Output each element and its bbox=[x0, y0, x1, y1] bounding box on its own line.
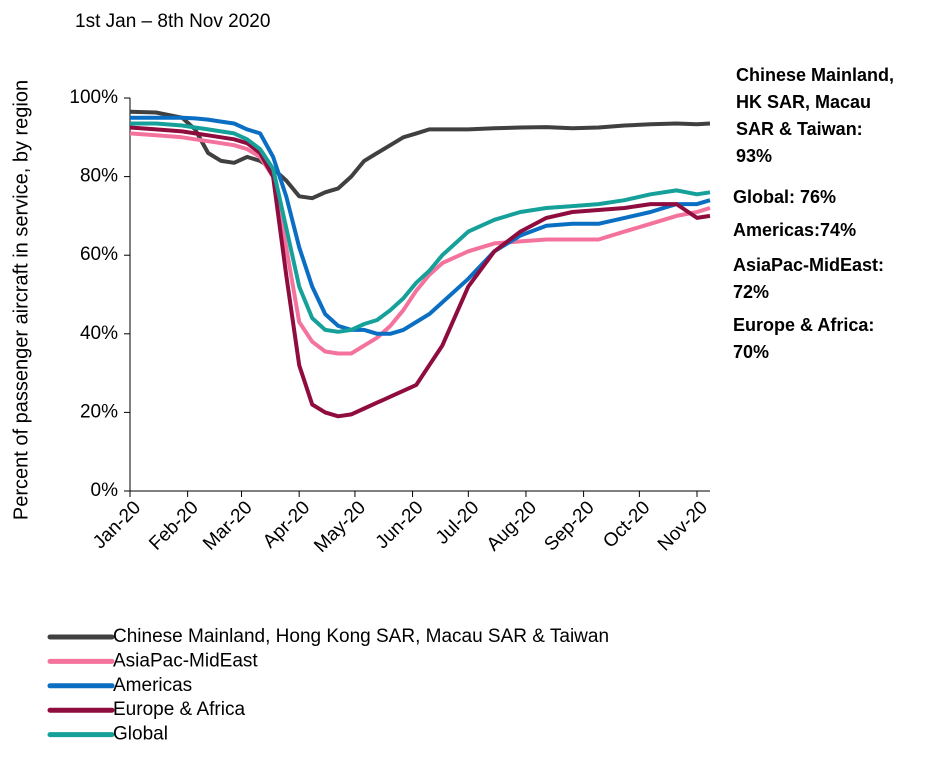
annotation: AsiaPac-MidEast: bbox=[733, 255, 884, 275]
legend-label: AsiaPac-MidEast bbox=[113, 650, 258, 671]
x-tick-label: Nov-20 bbox=[654, 497, 712, 555]
x-tick-label: Jun-20 bbox=[372, 497, 428, 553]
x-tick-label: May-20 bbox=[310, 497, 370, 557]
annotation: Chinese Mainland, bbox=[736, 65, 894, 85]
series-line bbox=[130, 115, 711, 336]
legend-label: Global bbox=[113, 724, 168, 745]
x-tick-label: Sep-20 bbox=[540, 497, 598, 555]
legend-label: Americas bbox=[113, 675, 192, 696]
annotation: 70% bbox=[733, 342, 769, 362]
series-line bbox=[130, 121, 711, 334]
annotation: Global: 76% bbox=[733, 187, 836, 207]
legend-label: Europe & Africa bbox=[113, 699, 245, 720]
y-tick-label: 0% bbox=[91, 480, 119, 501]
legend-label: Chinese Mainland, Hong Kong SAR, Macau S… bbox=[113, 626, 609, 647]
x-tick-label: Feb-20 bbox=[145, 497, 202, 554]
annotation: HK SAR, Macau bbox=[736, 92, 871, 112]
y-axis-label: Percent of passenger aircraft in service… bbox=[10, 80, 32, 520]
y-tick-label: 20% bbox=[80, 401, 118, 422]
y-tick-label: 40% bbox=[80, 323, 118, 344]
x-tick-label: Oct-20 bbox=[599, 497, 654, 552]
series-line bbox=[129, 125, 711, 419]
y-tick-label: 80% bbox=[80, 166, 118, 187]
annotation: Americas:74% bbox=[733, 220, 856, 240]
series-line bbox=[129, 131, 711, 356]
x-tick-label: Apr-20 bbox=[259, 497, 314, 552]
annotation: 93% bbox=[736, 146, 772, 166]
x-tick-label: Jan-20 bbox=[89, 497, 145, 553]
x-tick-label: Mar-20 bbox=[199, 497, 256, 554]
annotation: Europe & Africa: bbox=[733, 315, 874, 335]
subtitle: 1st Jan – 8th Nov 2020 bbox=[75, 11, 270, 32]
annotation: SAR & Taiwan: bbox=[736, 119, 863, 139]
y-tick-label: 60% bbox=[80, 244, 118, 265]
annotation: 72% bbox=[733, 282, 769, 302]
series-line bbox=[129, 109, 711, 201]
x-tick-label: Aug-20 bbox=[483, 497, 541, 555]
x-tick-label: Jul-20 bbox=[432, 497, 483, 548]
y-tick-label: 100% bbox=[69, 87, 118, 108]
